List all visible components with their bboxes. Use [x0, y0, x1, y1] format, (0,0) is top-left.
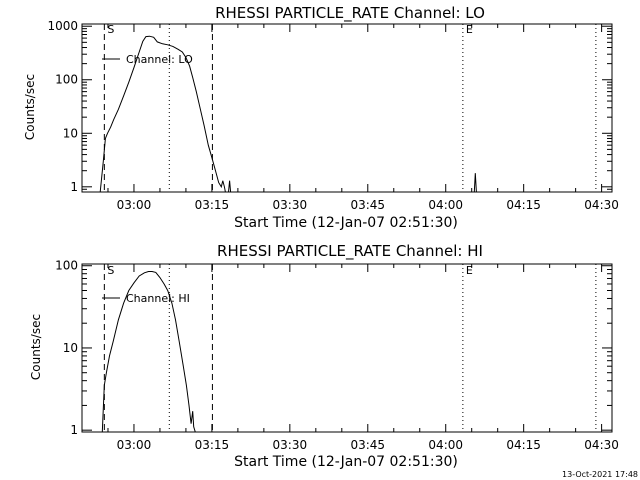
panel-lo-channel: RHESSI PARTICLE_RATE Channel: LO Start T… — [23, 4, 619, 231]
y-tick-label: 100 — [55, 73, 78, 87]
chart-title-lo: RHESSI PARTICLE_RATE Channel: LO — [215, 4, 485, 23]
x-tick-label: 04:00 — [428, 198, 463, 212]
y-tick-label: 100 — [55, 259, 78, 273]
x-tick-label: 04:30 — [584, 438, 619, 452]
event-marker-label: S — [107, 23, 114, 36]
x-tick-label: 03:45 — [350, 438, 385, 452]
y-tick-label: 10 — [63, 341, 78, 355]
x-tick-label: 03:45 — [350, 198, 385, 212]
series-line — [228, 180, 232, 192]
y-axis-title-hi: Counts/sec — [29, 314, 43, 380]
event-marker-label: E — [466, 23, 473, 36]
panel-hi-channel: RHESSI PARTICLE_RATE Channel: HI Start T… — [29, 242, 619, 470]
x-tick-label: 03:00 — [117, 438, 152, 452]
plot-frame — [81, 23, 613, 193]
x-axis-title-hi: Start Time (12-Jan-07 02:51:30) — [234, 454, 458, 470]
x-tick-label: 03:15 — [195, 438, 230, 452]
chart-title-hi: RHESSI PARTICLE_RATE Channel: HI — [217, 242, 483, 261]
plot-frame — [81, 263, 613, 433]
event-marker-label: S — [107, 264, 114, 277]
legend-label-lo: Channel: LO — [126, 53, 193, 66]
x-tick-label: 04:30 — [584, 198, 619, 212]
x-axis-title-lo: Start Time (12-Jan-07 02:51:30) — [234, 215, 458, 231]
y-tick-label: 1000 — [47, 19, 78, 33]
x-tick-label: 03:30 — [273, 198, 308, 212]
legend-label-hi: Channel: HI — [126, 292, 190, 305]
series-line — [101, 271, 196, 432]
event-marker-label: E — [466, 264, 473, 277]
x-tick-label: 03:15 — [195, 198, 230, 212]
y-axis-title-lo: Counts/sec — [23, 74, 37, 140]
x-tick-label: 04:15 — [506, 438, 541, 452]
series-line — [473, 173, 477, 192]
y-tick-label: 1 — [70, 423, 78, 437]
x-tick-label: 03:30 — [273, 438, 308, 452]
timestamp-label: 13-Oct-2021 17:48 — [562, 470, 638, 479]
series-line — [99, 35, 226, 192]
x-tick-label: 04:15 — [506, 198, 541, 212]
y-tick-label: 1 — [70, 180, 78, 194]
y-tick-label: 10 — [63, 126, 78, 140]
x-tick-label: 03:00 — [117, 198, 152, 212]
x-tick-label: 04:00 — [428, 438, 463, 452]
